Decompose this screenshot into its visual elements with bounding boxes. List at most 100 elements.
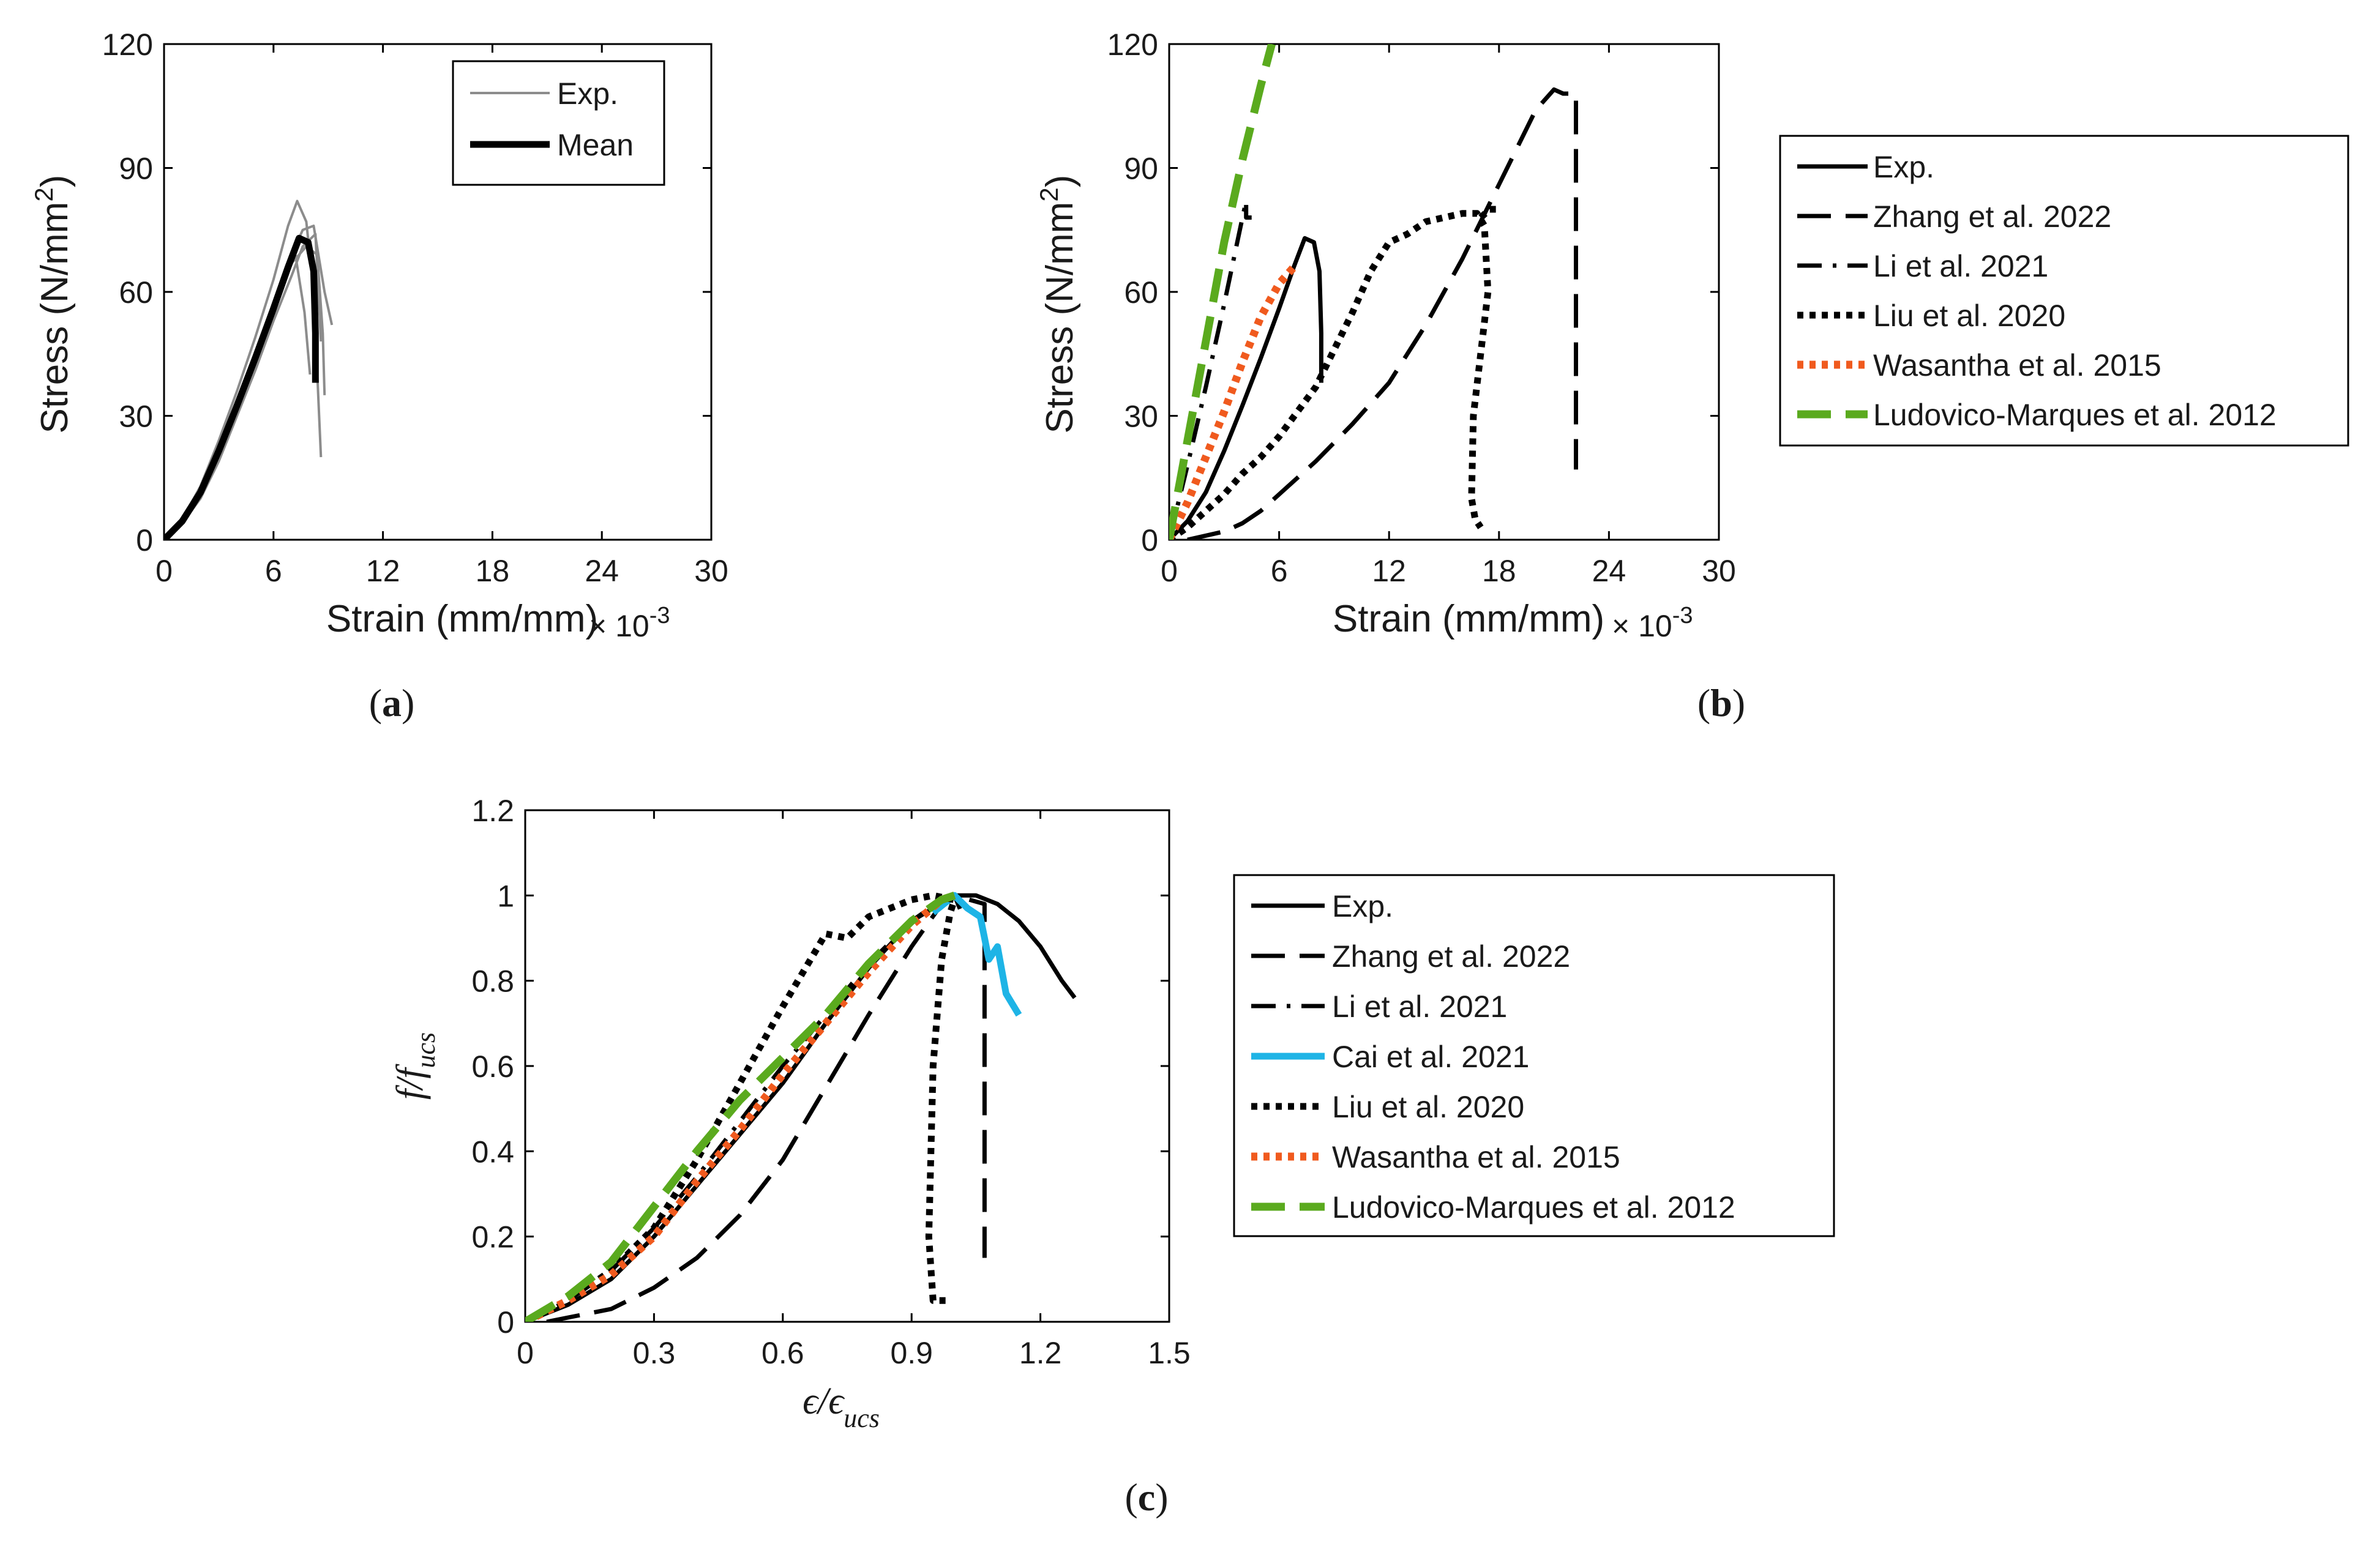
y-axis-label: f/fucs xyxy=(389,1032,441,1100)
y-tick-label: 0.6 xyxy=(471,1049,514,1084)
series-line-mean xyxy=(164,234,319,540)
chart-c: 0 0.3 0.6 0.9 1.2 1.500.20.40.60.811.2ϵ/ϵucsf… xyxy=(389,794,1835,1519)
y-tick-label: 1 xyxy=(497,879,514,913)
y-axis-label-main: Stress (N/mm xyxy=(34,202,76,434)
x-tick-label: 30 xyxy=(694,554,728,588)
y-tick-label: 30 xyxy=(119,400,153,434)
x-tick-label: 0.3 xyxy=(633,1336,676,1370)
x-axis-label: ϵ/ϵucs xyxy=(803,1381,880,1433)
x-multiplier: × 10-3 xyxy=(589,603,670,643)
panel-caption: (a) xyxy=(369,681,415,725)
x-axis-label: Strain (mm/mm) xyxy=(326,598,598,640)
legend-label: Liu et al. 2020 xyxy=(1873,299,2065,333)
legend-label: Cai et al. 2021 xyxy=(1332,1040,1529,1074)
legend: Exp. Mean xyxy=(452,60,665,186)
x-axis-label: Strain (mm/mm) xyxy=(1333,598,1604,640)
x-tick-label: 0 xyxy=(155,554,173,588)
series-line-ludovico-marques-et-al-2012 xyxy=(525,892,956,1322)
y-tick-label: 90 xyxy=(119,152,153,186)
series-line-wasantha-et-al-2015 xyxy=(1169,264,1297,540)
caption-open: ( xyxy=(1697,681,1710,725)
y-axis-label-main: Stress (N/mm xyxy=(1039,202,1081,434)
chart-a: 0 6 12 18 24 30 0 30 60 90 120 Strain (mm/mm)× 10-3… xyxy=(29,28,728,725)
y-tick-label: 60 xyxy=(1124,275,1158,310)
x-tick-label: 0 xyxy=(517,1336,534,1370)
x-multiplier-exp: -3 xyxy=(649,603,670,628)
legend-label: Mean xyxy=(557,128,634,162)
y-tick-label: 1.2 xyxy=(471,794,514,828)
caption-letter: a xyxy=(382,681,402,725)
x-tick-label: 24 xyxy=(585,554,619,588)
caption-close: ) xyxy=(1155,1475,1168,1519)
series-group xyxy=(1169,44,1578,540)
caption-close: ) xyxy=(1732,681,1745,725)
legend: Exp. Zhang et al. 2022 Li et al. 2021 Cai e… xyxy=(1233,874,1835,1237)
x-tick-label: 6 xyxy=(265,554,282,588)
panel-caption: (b) xyxy=(1697,681,1745,725)
y-tick-label: 0.8 xyxy=(471,964,514,999)
legend-label: Exp. xyxy=(1332,889,1393,923)
x-tick-label: 1.5 xyxy=(1148,1336,1191,1370)
y-tick-label: 0 xyxy=(136,523,153,557)
legend-label: Wasantha et al. 2015 xyxy=(1332,1140,1620,1174)
y-tick-label: 0 xyxy=(497,1305,514,1340)
series-line-liu-et-al-2020 xyxy=(1169,210,1492,540)
series-line-wasantha-et-al-2015 xyxy=(525,892,956,1322)
caption-letter: b xyxy=(1710,681,1732,725)
legend-label: Zhang et al. 2022 xyxy=(1873,199,2111,234)
x-tick-label: 18 xyxy=(1482,554,1516,588)
series-line-zhang-et-al-2022 xyxy=(1187,87,1578,540)
x-tick-label: 24 xyxy=(1592,554,1626,588)
legend-label: Liu et al. 2020 xyxy=(1332,1090,1524,1124)
series-line-li-et-al-2021 xyxy=(525,893,965,1322)
legend-label: Ludovico-Marques et al. 2012 xyxy=(1332,1190,1735,1225)
legend-label: Exp. xyxy=(557,76,618,111)
series-group xyxy=(164,199,334,540)
x-tick-label: 0.6 xyxy=(762,1336,804,1370)
x-axis-label-sub: ucs xyxy=(844,1403,880,1433)
caption-open: ( xyxy=(1125,1475,1137,1519)
x-multiplier-base: × 10 xyxy=(1612,609,1672,643)
series-line-liu-et-al-2020-b- xyxy=(1478,206,1501,220)
legend-box xyxy=(452,60,665,186)
series-line-liu-et-al-2020 xyxy=(525,892,958,1322)
series-line-ludovico-marques-et-al-2012 xyxy=(1169,44,1276,540)
y-axis-label-sup: 2 xyxy=(1035,187,1063,201)
y-axis-label-main: f/f xyxy=(389,1064,431,1100)
series-line-cai-et-al-2021 xyxy=(930,892,1022,1017)
y-tick-label: 120 xyxy=(1107,28,1158,62)
legend-box xyxy=(1233,874,1835,1237)
legend-label: Li et al. 2021 xyxy=(1873,249,2048,283)
y-axis-label-close: ) xyxy=(34,175,76,188)
legend-label: Li et al. 2021 xyxy=(1332,990,1507,1024)
legend: Exp. Zhang et al. 2022 Li et al. 2021 Liu e… xyxy=(1779,135,2349,447)
y-tick-label: 60 xyxy=(119,275,153,310)
x-multiplier: × 10-3 xyxy=(1612,603,1693,643)
x-tick-label: 18 xyxy=(476,554,510,588)
caption-open: ( xyxy=(369,681,382,725)
x-multiplier-base: × 10 xyxy=(589,609,649,643)
y-tick-label: 0.4 xyxy=(471,1135,514,1169)
panel-caption: (c) xyxy=(1125,1475,1168,1519)
series-group xyxy=(525,892,1077,1322)
y-tick-label: 120 xyxy=(102,28,153,62)
x-axis-label-main: ϵ/ϵ xyxy=(803,1381,845,1422)
caption-close: ) xyxy=(402,681,414,725)
y-tick-label: 0 xyxy=(1141,523,1158,557)
y-axis-label-sup: 2 xyxy=(29,187,58,201)
x-tick-label: 1.2 xyxy=(1019,1336,1062,1370)
x-tick-label: 6 xyxy=(1271,554,1288,588)
chart-b: 0 6 12 18 24 30 0 30 60 90 120 Strain (mm/mm) × 10-3… xyxy=(1035,28,2349,725)
x-tick-label: 12 xyxy=(1372,554,1406,588)
series-line-exp- xyxy=(1169,236,1323,540)
y-tick-label: 90 xyxy=(1124,152,1158,186)
x-tick-label: 0 xyxy=(1161,554,1178,588)
legend-label: Ludovico-Marques et al. 2012 xyxy=(1873,398,2277,432)
y-axis-label: Stress (N/mm2) xyxy=(1035,175,1081,434)
legend-label: Zhang et al. 2022 xyxy=(1332,939,1570,974)
y-tick-label: 30 xyxy=(1124,400,1158,434)
legend-box xyxy=(1779,135,2349,447)
y-axis-label-sub: ucs xyxy=(411,1032,441,1068)
legend-label: Wasantha et al. 2015 xyxy=(1873,348,2161,382)
